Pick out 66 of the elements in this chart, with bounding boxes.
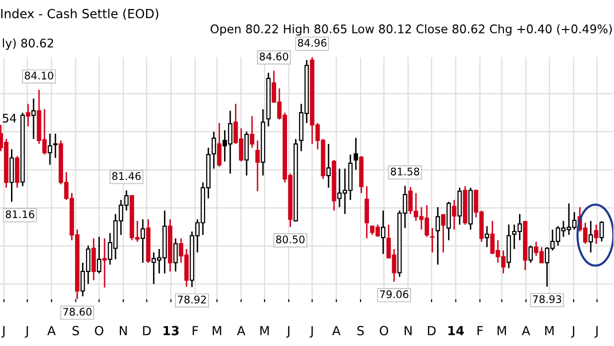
annotation: 84.96	[298, 38, 326, 47]
annotation: 81.46	[112, 172, 141, 180]
candlestick	[102, 238, 107, 288]
x-tick-label: A	[47, 326, 56, 336]
x-tick-label: J	[310, 326, 313, 338]
annotation: 84.60	[260, 52, 288, 60]
candlestick	[364, 185, 369, 240]
candlestick	[255, 140, 260, 192]
x-tick-label: J	[1, 326, 5, 338]
candlestick	[380, 210, 386, 255]
candlestick	[26, 103, 30, 128]
x-tick-label: A	[236, 326, 246, 336]
x-tick-label: F	[478, 326, 483, 336]
candlestick	[326, 143, 331, 188]
x-tick-label: F	[192, 326, 198, 336]
x-tick-label: M	[212, 326, 222, 336]
x-tick-label: M	[260, 326, 269, 336]
x-tick-label: J	[286, 326, 290, 338]
x-tick-label: A	[332, 326, 341, 336]
candlestick	[140, 218, 146, 264]
candlestick	[217, 122, 222, 168]
candlestick	[594, 224, 598, 244]
x-tick-label: O	[94, 326, 104, 336]
candlestick	[91, 238, 96, 281]
x-tick-label: D	[143, 326, 151, 336]
candlestick	[588, 220, 593, 254]
annotation: 80.50	[276, 235, 305, 244]
chart-title: Index - Cash Settle (EOD)	[1, 8, 158, 20]
annotation: 78.93	[532, 295, 562, 304]
x-tick-label: N	[404, 326, 412, 336]
x-tick-label: O	[380, 326, 388, 336]
candlestick	[436, 206, 440, 266]
annotation: 81.16	[6, 210, 34, 218]
x-tick-label: 14	[448, 326, 464, 336]
candlestick	[430, 227, 435, 254]
candlestick	[528, 244, 533, 264]
annotation: 79.06	[380, 290, 408, 298]
x-tick-label: S	[72, 326, 79, 336]
x-tick-label: J	[24, 326, 28, 338]
candlestick	[354, 137, 358, 171]
x-tick-label: S	[357, 326, 364, 336]
chart-subtitle: Open 80.22 High 80.65 Low 80.12 Close 80.62 Chg +0.40 (+0.49%)	[210, 24, 612, 36]
annotation: 78.92	[178, 296, 206, 304]
candlestick	[484, 225, 490, 248]
x-tick-label: D	[428, 326, 436, 336]
candlestick	[31, 98, 36, 140]
x-tick-label: J	[571, 326, 574, 338]
x-tick-label: M	[545, 326, 554, 336]
annotation: 78.60	[63, 308, 92, 316]
candlestick	[173, 238, 178, 272]
candlestick	[599, 220, 604, 242]
x-tick-label: A	[522, 326, 530, 336]
x-tick-label: 13	[164, 326, 179, 336]
candlestick	[250, 115, 254, 148]
annotation: 84.10	[24, 72, 54, 80]
candlestick	[53, 132, 58, 159]
candlestick	[452, 199, 456, 230]
annotation: 81.58	[390, 168, 420, 176]
annotation: 54	[2, 114, 16, 123]
x-tick-label: M	[498, 326, 506, 336]
candlestick	[408, 186, 413, 215]
text: ly) 80.62	[2, 38, 54, 50]
candlestick	[441, 213, 446, 254]
x-tick-label: J	[594, 326, 598, 338]
x-tick-label: N	[120, 326, 127, 336]
candlestick	[96, 236, 102, 274]
